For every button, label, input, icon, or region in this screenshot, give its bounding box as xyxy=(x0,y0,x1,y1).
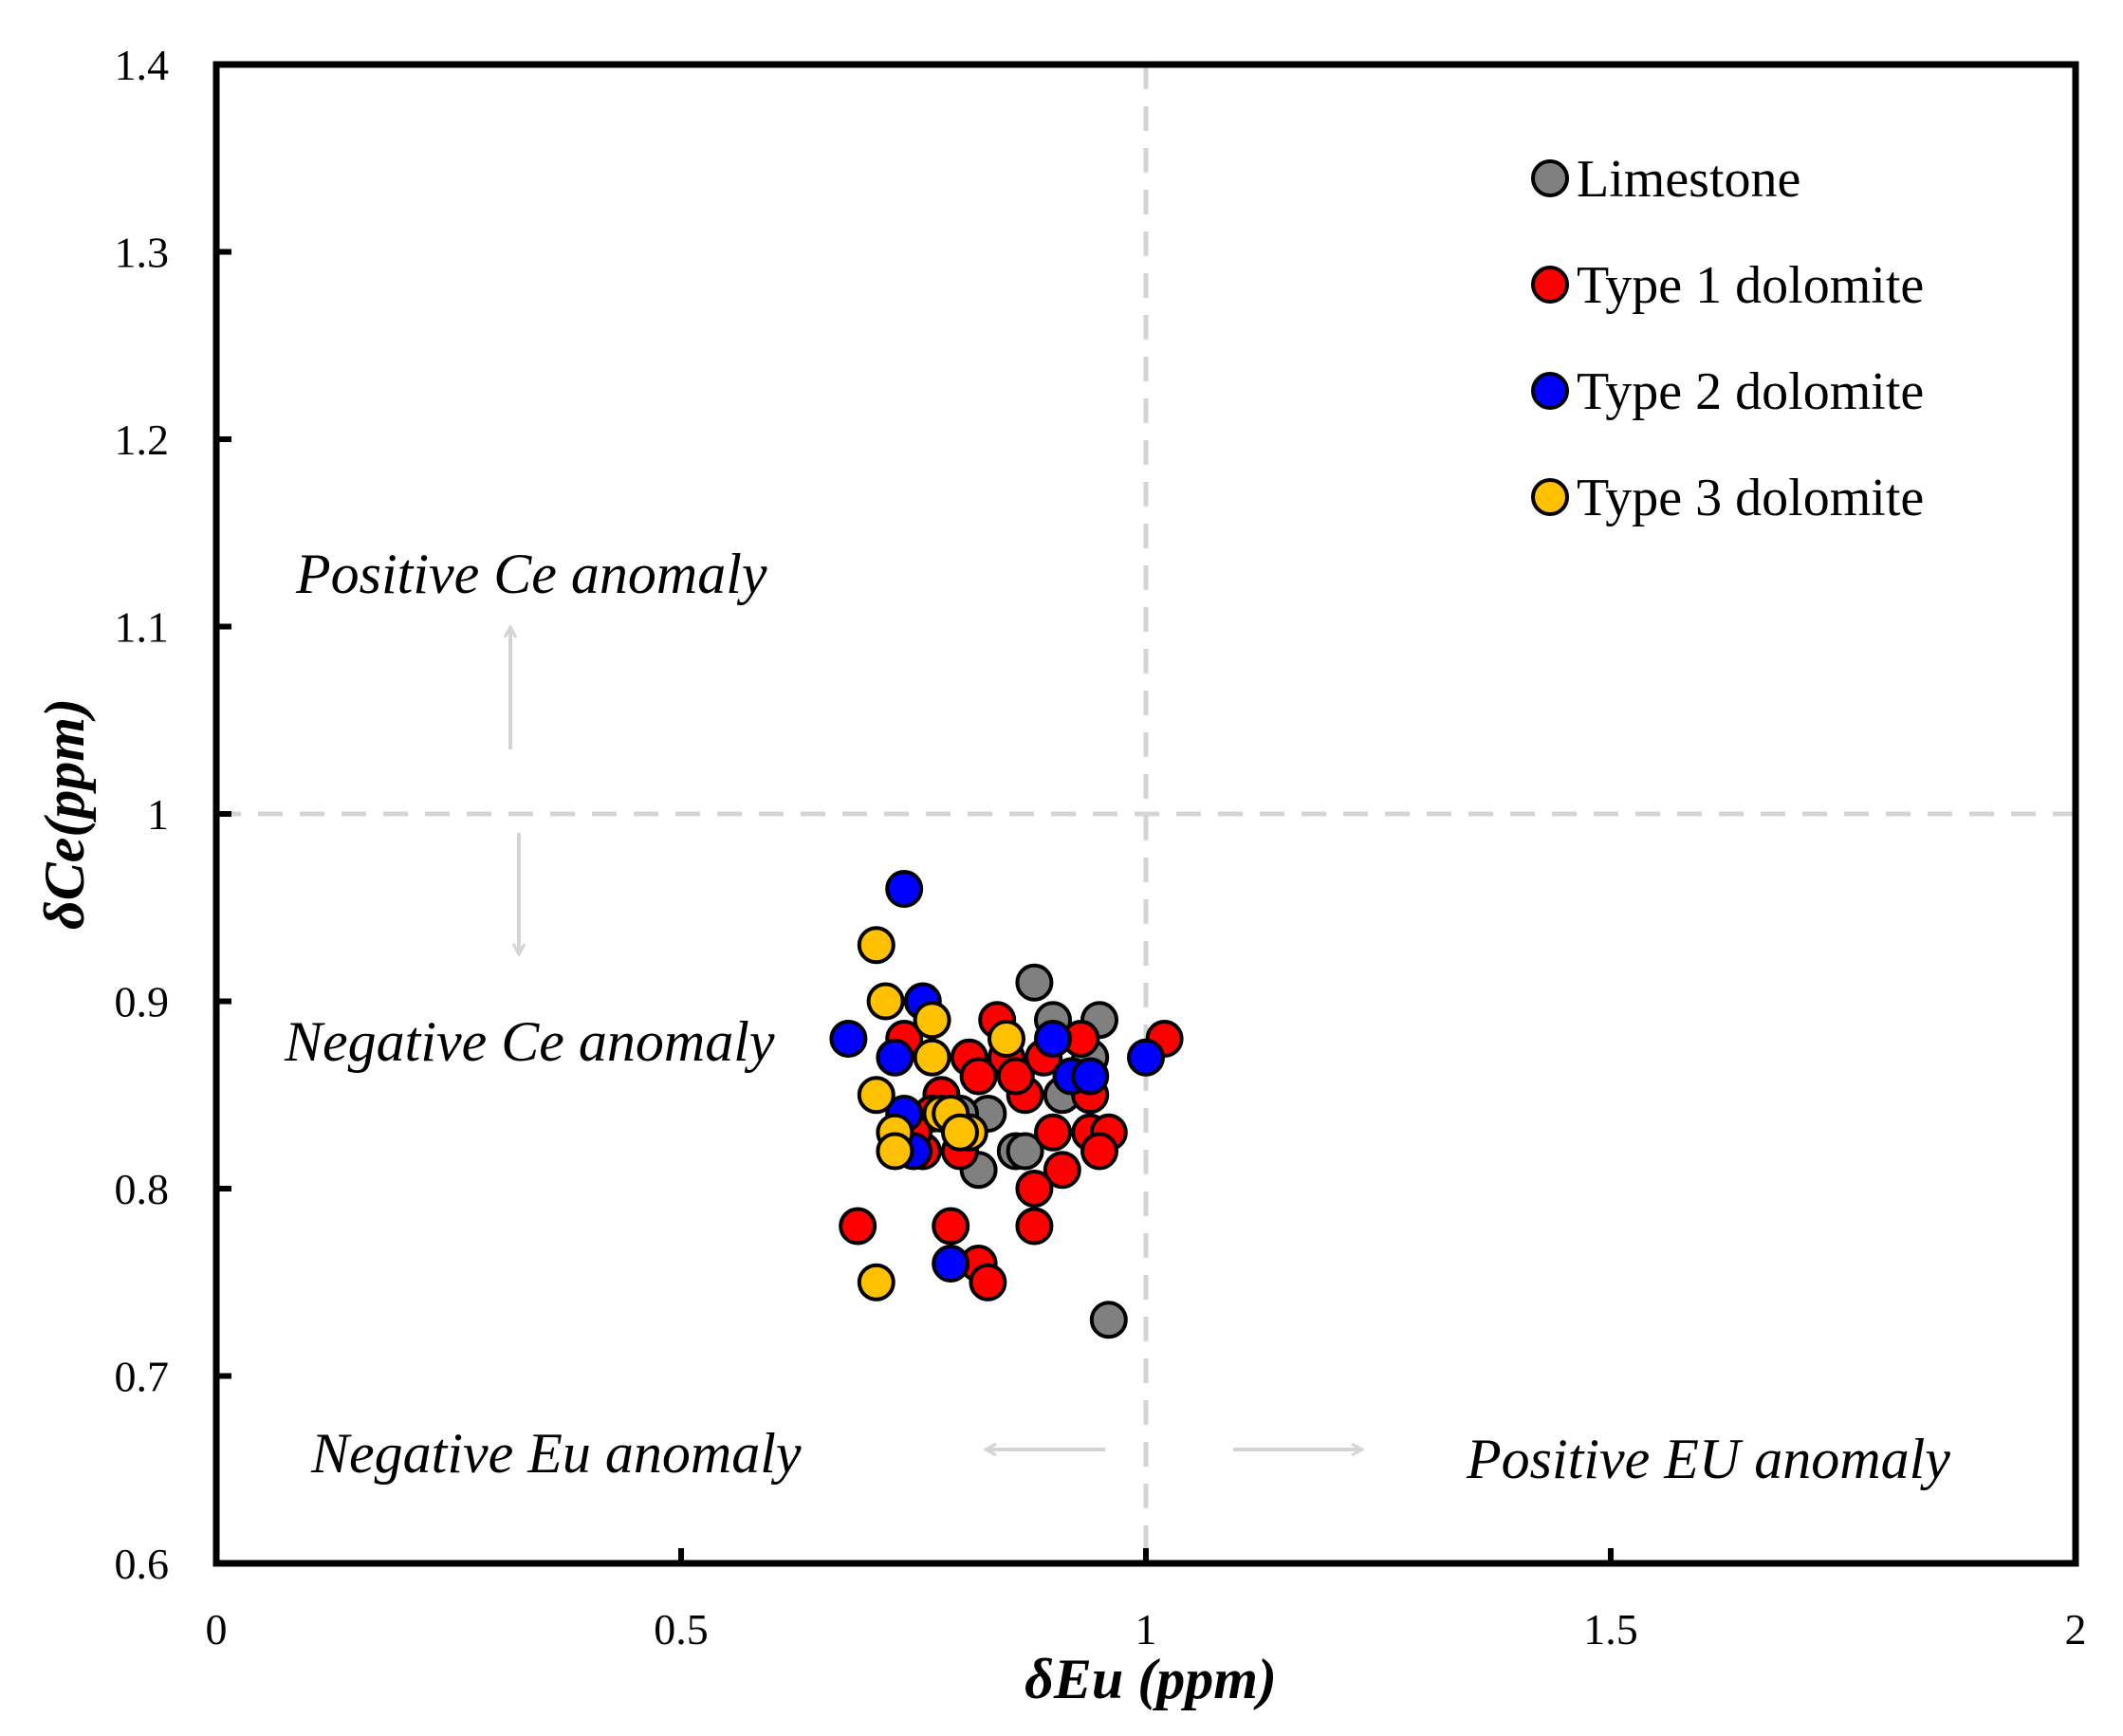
y-tick-label: 0.8 xyxy=(115,1165,170,1213)
point-type-2-dolomite xyxy=(932,1245,970,1283)
y-tick-label: 0.7 xyxy=(115,1353,170,1401)
x-tick-label: 0 xyxy=(206,1605,228,1653)
x-tick-label: 2 xyxy=(2065,1605,2087,1653)
point-type-1-dolomite xyxy=(1015,1207,1054,1246)
x-axis-title: δEu (ppm) xyxy=(1025,1648,1277,1710)
y-tick-label: 0.6 xyxy=(115,1540,170,1588)
legend-label-type-2-dolomite: Type 2 dolomite xyxy=(1577,362,1924,421)
annotation-positive-ce: Positive Ce anomaly xyxy=(295,543,767,605)
annotation-positive-eu: Positive EU anomaly xyxy=(1466,1428,1950,1490)
point-type-3-dolomite xyxy=(988,1020,1025,1058)
point-type-1-dolomite xyxy=(1034,1113,1072,1152)
point-type-1-dolomite xyxy=(932,1207,970,1246)
point-limestone xyxy=(1006,1132,1044,1171)
y-tick-label: 1.3 xyxy=(115,229,170,277)
annotation-negative-ce: Negative Ce anomaly xyxy=(284,1010,775,1073)
point-type-3-dolomite xyxy=(941,1113,979,1152)
y-axis-title: δCe(ppm) xyxy=(33,698,96,930)
legend-marker-type-2-dolomite xyxy=(1531,372,1569,410)
y-tick-label: 1.2 xyxy=(115,416,170,464)
legend-marker-type-3-dolomite xyxy=(1531,478,1569,516)
point-type-1-dolomite xyxy=(1015,1170,1054,1208)
y-tick-label: 1 xyxy=(147,790,169,839)
point-type-3-dolomite xyxy=(913,1001,951,1040)
legend-marker-limestone xyxy=(1531,159,1569,197)
point-type-2-dolomite xyxy=(829,1020,868,1058)
point-limestone xyxy=(1015,963,1054,1002)
annotation-negative-eu: Negative Eu anomaly xyxy=(310,1422,802,1485)
point-type-3-dolomite xyxy=(857,926,895,965)
data-points xyxy=(829,870,1184,1339)
x-tick-label: 1.5 xyxy=(1583,1605,1638,1653)
point-type-1-dolomite xyxy=(959,1057,998,1096)
point-type-2-dolomite xyxy=(1071,1057,1110,1096)
point-type-1-dolomite xyxy=(1080,1132,1118,1171)
point-type-1-dolomite xyxy=(839,1207,877,1246)
point-type-2-dolomite xyxy=(885,870,924,908)
point-type-3-dolomite xyxy=(857,1263,895,1302)
legend-marker-type-1-dolomite xyxy=(1531,266,1569,304)
y-tick-label: 1.4 xyxy=(115,41,170,89)
point-type-2-dolomite xyxy=(876,1038,914,1077)
y-tick-label: 0.9 xyxy=(115,978,170,1026)
point-type-2-dolomite xyxy=(1127,1038,1165,1077)
point-type-1-dolomite xyxy=(969,1263,1007,1302)
x-tick-label: 1 xyxy=(1135,1605,1157,1653)
point-type-3-dolomite xyxy=(913,1038,951,1077)
legend-label-limestone: Limestone xyxy=(1577,150,1800,209)
point-type-3-dolomite xyxy=(866,982,905,1021)
point-type-2-dolomite xyxy=(1034,1020,1072,1058)
point-type-1-dolomite xyxy=(996,1057,1035,1096)
legend-label-type-3-dolomite: Type 3 dolomite xyxy=(1577,469,1924,527)
x-tick-label: 0.5 xyxy=(654,1605,709,1653)
point-limestone xyxy=(1089,1301,1128,1339)
point-type-3-dolomite xyxy=(876,1132,914,1171)
point-type-1-dolomite xyxy=(1043,1151,1081,1190)
legend: Limestone Type 1 dolomite Type 2 dolomite T… xyxy=(1531,150,1924,527)
legend-label-type-1-dolomite: Type 1 dolomite xyxy=(1577,256,1924,315)
y-tick-label: 1.1 xyxy=(115,603,170,652)
axis-ticks: 0 0.5 1 1.5 2 0.6 0.7 0.8 0.9 1 1.1 1.2 1.3 1.4 xyxy=(115,41,2087,1653)
point-type-3-dolomite xyxy=(857,1076,895,1115)
